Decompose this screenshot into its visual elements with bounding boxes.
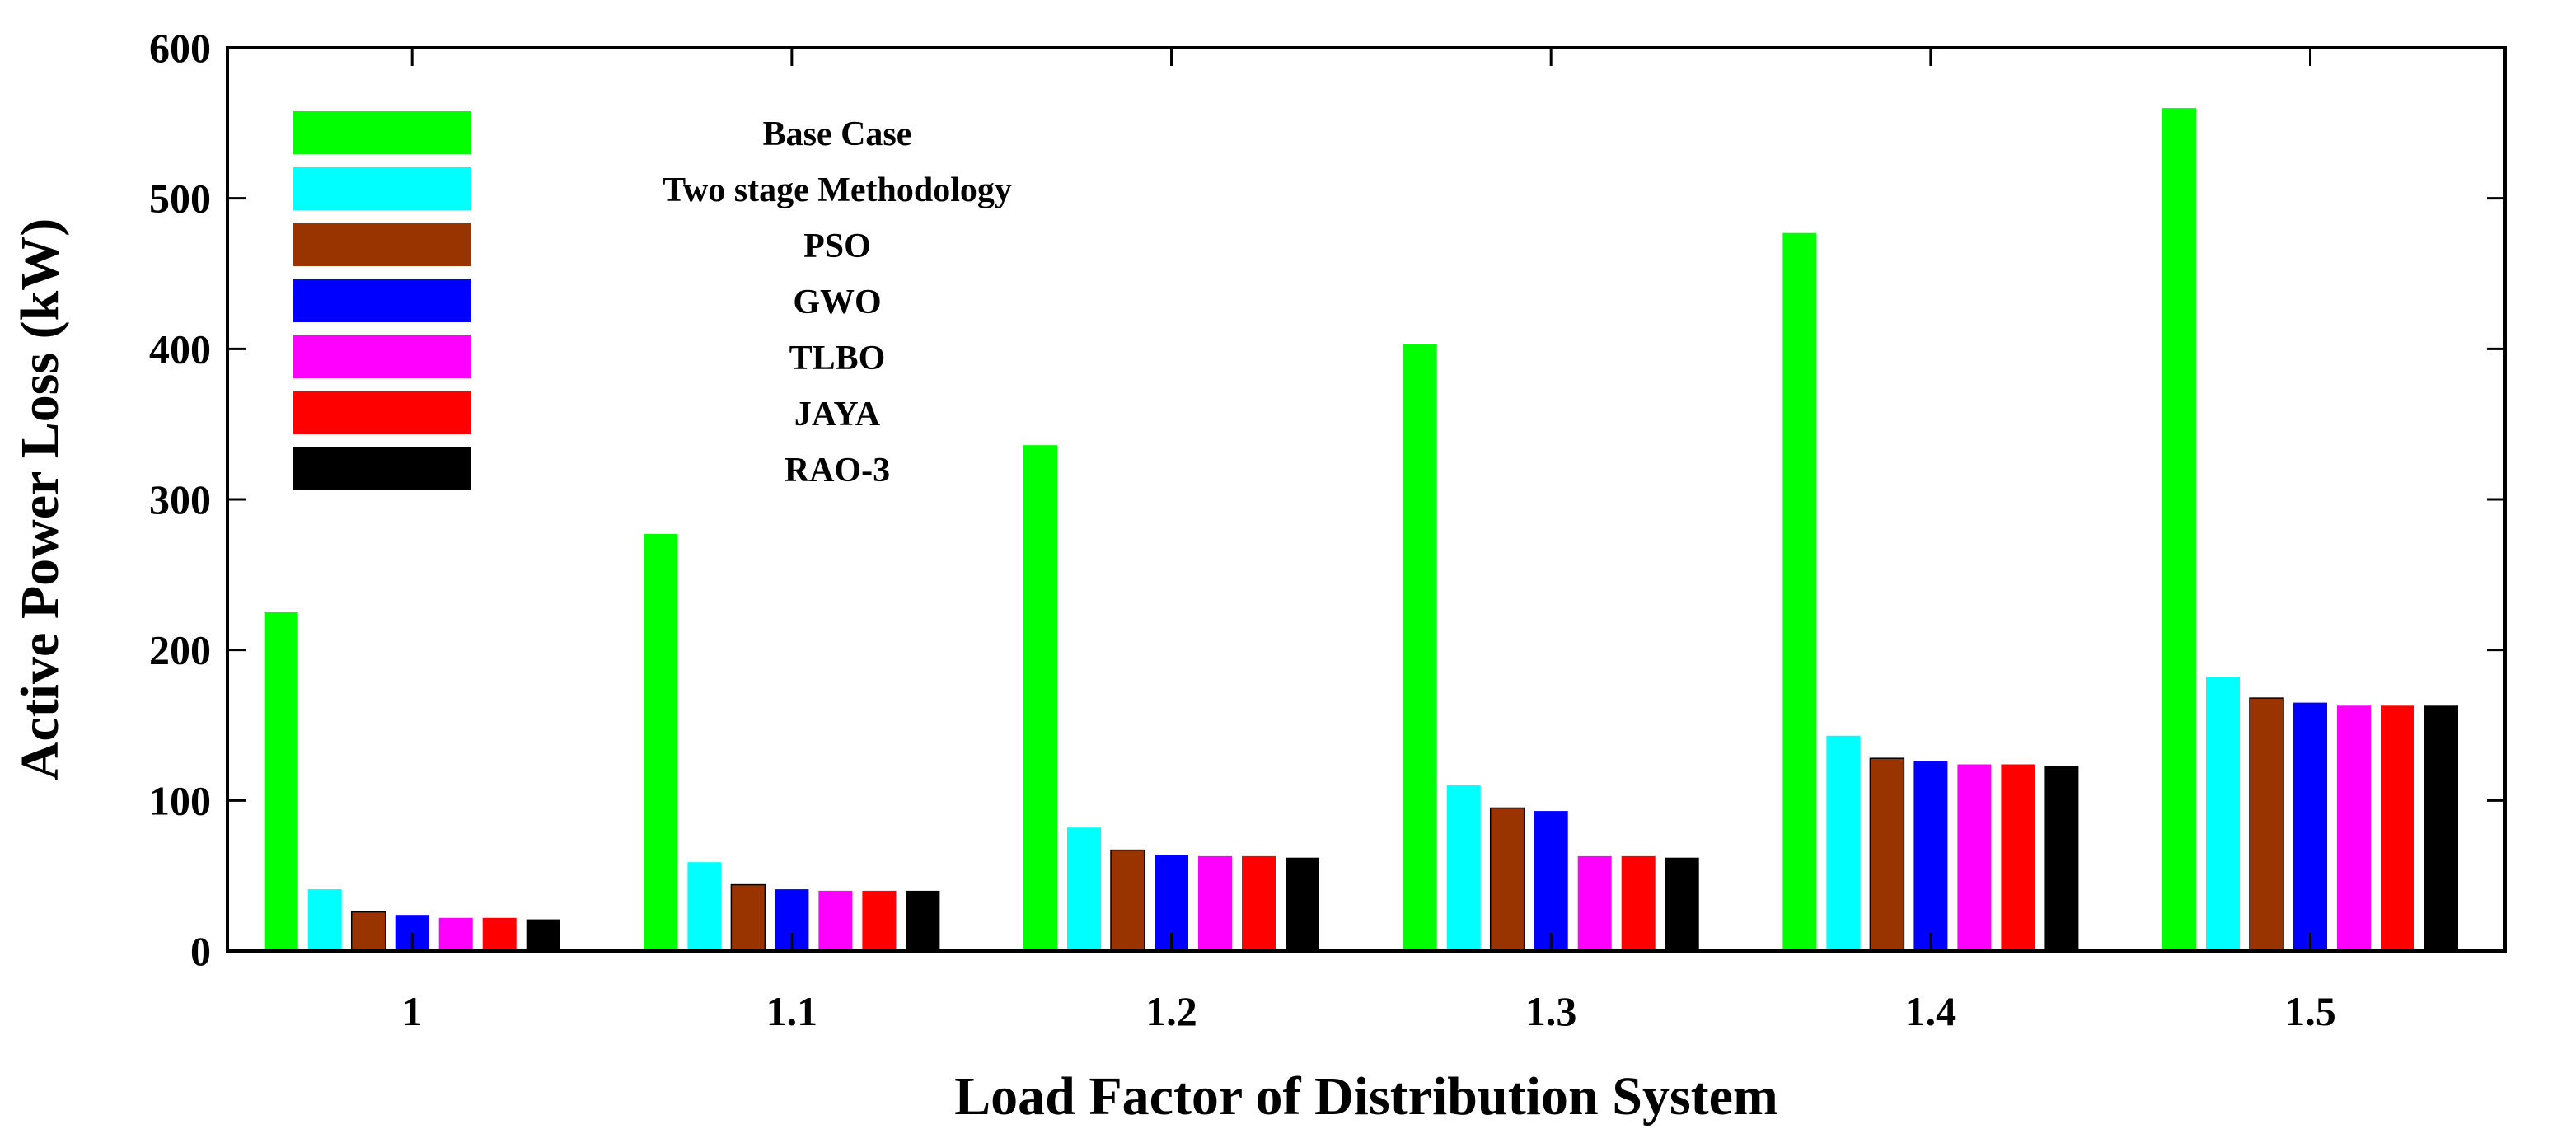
x-axis-title: Load Factor of Distribution System bbox=[954, 1066, 1778, 1127]
x-tick-label: 1.5 bbox=[2284, 988, 2336, 1034]
bar-tlbo-1-4 bbox=[1957, 764, 1992, 951]
y-tick-label: 100 bbox=[149, 777, 211, 823]
y-tick-label: 400 bbox=[149, 326, 211, 372]
legend-label: PSO bbox=[803, 227, 871, 265]
bar-gwo-1-4 bbox=[1913, 761, 1948, 951]
ticks-layer: 0 100 200 300 400 500 600 1 1.1 1.2 1.3 1.4 1.5 bbox=[149, 25, 2505, 1034]
bar-gwo-1-3 bbox=[1534, 811, 1568, 951]
x-tick-label: 1.3 bbox=[1525, 988, 1577, 1034]
legend-label: TLBO bbox=[789, 340, 886, 377]
bar-pso-1-5 bbox=[2249, 697, 2284, 952]
y-tick-label: 500 bbox=[149, 176, 211, 222]
bar-base-case-1 bbox=[264, 612, 298, 951]
bar-jaya-1-5 bbox=[2381, 705, 2414, 951]
y-tick-label: 200 bbox=[149, 627, 211, 673]
bar-tlbo-1 bbox=[438, 917, 473, 951]
bar-two-stage-methodology-1-4 bbox=[1826, 735, 1861, 951]
bar-two-stage-methodology-1-5 bbox=[2206, 677, 2240, 951]
bar-rao-3-1-3 bbox=[1665, 857, 1699, 951]
bar-jaya-1-4 bbox=[2001, 764, 2035, 951]
y-axis-title: Active Power Loss (kW) bbox=[10, 218, 70, 781]
bar-jaya-1-3 bbox=[1621, 855, 1656, 951]
bar-base-case-1-4 bbox=[1782, 232, 1817, 951]
bar-jaya-1-2 bbox=[1242, 855, 1276, 951]
bar-pso-1 bbox=[350, 911, 386, 952]
x-tick-label: 1.2 bbox=[1145, 988, 1197, 1034]
bar-two-stage-methodology-1-3 bbox=[1446, 785, 1481, 951]
y-tick-label: 300 bbox=[149, 476, 211, 522]
x-tick-label: 1.4 bbox=[1905, 988, 1957, 1034]
bar-gwo-1-5 bbox=[2293, 702, 2327, 951]
bar-tlbo-1-2 bbox=[1198, 855, 1232, 951]
y-tick-label: 600 bbox=[149, 25, 211, 71]
bar-pso-1-2 bbox=[1110, 849, 1145, 952]
bar-rao-3-1-1 bbox=[906, 890, 940, 951]
bar-base-case-1-3 bbox=[1403, 344, 1437, 951]
bar-jaya-1-1 bbox=[862, 890, 897, 951]
legend-swatch bbox=[293, 223, 471, 266]
bar-rao-3-1-4 bbox=[2044, 766, 2079, 951]
bar-tlbo-1-5 bbox=[2337, 705, 2371, 951]
bar-two-stage-methodology-1 bbox=[307, 889, 342, 951]
bar-two-stage-methodology-1-2 bbox=[1067, 827, 1101, 951]
bar-rao-3-1-5 bbox=[2424, 705, 2458, 951]
bar-rao-3-1-2 bbox=[1286, 857, 1319, 951]
bar-jaya-1 bbox=[482, 917, 517, 951]
legend-label: Two stage Methodology bbox=[663, 171, 1012, 209]
bar-base-case-1-2 bbox=[1023, 445, 1057, 951]
bar-tlbo-1-3 bbox=[1577, 855, 1612, 951]
legend: Base Case Two stage Methodology PSO GWO TLBO… bbox=[293, 111, 1012, 490]
bar-two-stage-methodology-1-1 bbox=[687, 862, 722, 951]
bar-pso-1-4 bbox=[1869, 757, 1905, 952]
bar-tlbo-1-1 bbox=[818, 890, 853, 951]
bar-rao-3-1 bbox=[526, 919, 560, 951]
legend-label: Base Case bbox=[763, 115, 912, 153]
legend-swatch bbox=[293, 279, 471, 322]
x-tick-label: 1 bbox=[402, 988, 423, 1034]
bar-base-case-1-5 bbox=[2162, 108, 2196, 952]
legend-swatch bbox=[293, 391, 471, 434]
legend-swatch bbox=[293, 447, 471, 490]
bar-pso-1-3 bbox=[1489, 807, 1525, 952]
legend-swatch bbox=[293, 167, 471, 210]
x-tick-label: 1.1 bbox=[766, 988, 818, 1034]
bar-base-case-1-1 bbox=[644, 534, 678, 951]
legend-label: RAO-3 bbox=[785, 452, 890, 490]
legend-swatch bbox=[293, 111, 471, 154]
bars-layer bbox=[264, 108, 2458, 952]
y-tick-label: 0 bbox=[190, 928, 211, 974]
legend-label: JAYA bbox=[794, 396, 881, 433]
legend-swatch bbox=[293, 335, 471, 378]
bar-pso-1-1 bbox=[730, 883, 766, 952]
legend-label: GWO bbox=[793, 283, 881, 321]
